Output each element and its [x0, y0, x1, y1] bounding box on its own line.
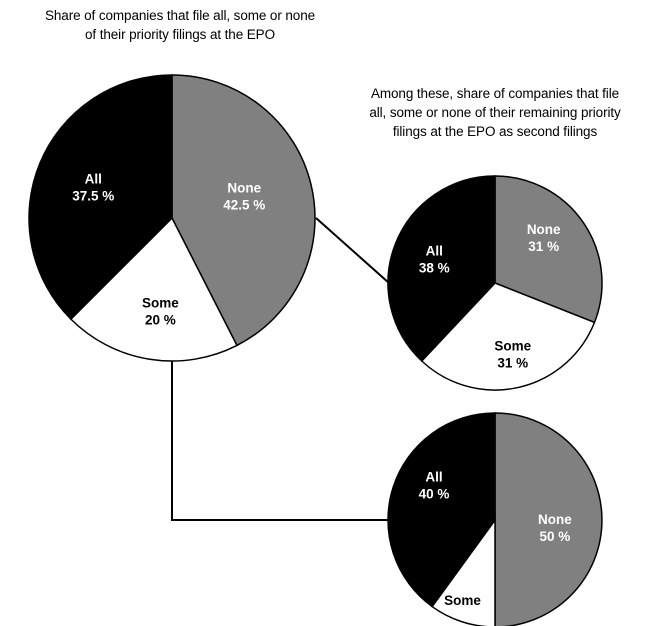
second-pie-caption-line-2: all, some or none of their remaining pri… — [369, 105, 621, 120]
second-pie-label-some: Some — [494, 338, 531, 353]
second-pie-value-all: 38 % — [419, 260, 450, 275]
second-pie-label-all: All — [426, 243, 443, 258]
second-pie-value-some: 31 % — [497, 355, 528, 370]
main-pie-value-some: 20 % — [145, 312, 176, 327]
main-pie-caption: Share of companies that file all, some o… — [0, 6, 360, 44]
second-pie-slice-none — [494, 175, 603, 324]
third-pie-slice-all — [387, 412, 496, 608]
pies-group: None 42.5 % Some 20 % All 37.5 % None 31 % Some 3… — [28, 74, 603, 626]
second-pie-caption-line-1: Among these, share of companies that fil… — [370, 86, 620, 101]
second-pie-slice-all — [387, 175, 496, 363]
main-pie-slice-none — [171, 74, 316, 347]
main-pie-value-none: 42.5 % — [223, 198, 265, 213]
second-pie-slice-some — [420, 282, 596, 391]
main-pie-value-all: 37.5 % — [72, 189, 114, 204]
third-pie-value-none: 50 % — [540, 529, 571, 544]
second-pie-value-none: 31 % — [528, 239, 559, 254]
main-pie: None 42.5 % Some 20 % All 37.5 % — [28, 74, 316, 362]
connector-main-to-none-breakdown — [315, 217, 390, 284]
connector-main-to-some-breakdown — [171, 360, 389, 521]
third-pie-slice-none — [494, 412, 603, 626]
second-pie-label-none: None — [527, 222, 561, 237]
connector-lines — [171, 217, 390, 521]
main-pie-label-some: Some — [142, 295, 179, 310]
second-pie: None 31 % Some 31 % All 38 % — [387, 175, 603, 391]
main-pie-slice-some — [69, 216, 238, 362]
second-pie-caption: Among these, share of companies that fil… — [322, 84, 655, 141]
main-pie-caption-line-2: of their priority filings at the EPO — [85, 27, 275, 42]
main-pie-slice-all — [28, 74, 173, 321]
main-pie-label-none: None — [227, 181, 261, 196]
third-pie-value-all: 40 % — [419, 487, 450, 502]
third-pie-label-some: Some — [444, 593, 481, 608]
main-pie-label-all: All — [85, 172, 102, 187]
third-pie-label-none: None — [538, 512, 572, 527]
main-pie-caption-line-1: Share of companies that file all, some o… — [44, 8, 316, 23]
second-pie-caption-line-3: filings at the EPO as second filings — [392, 124, 598, 139]
third-pie: None 50 % Some All 40 % — [387, 412, 603, 626]
third-pie-label-all: All — [425, 470, 442, 485]
